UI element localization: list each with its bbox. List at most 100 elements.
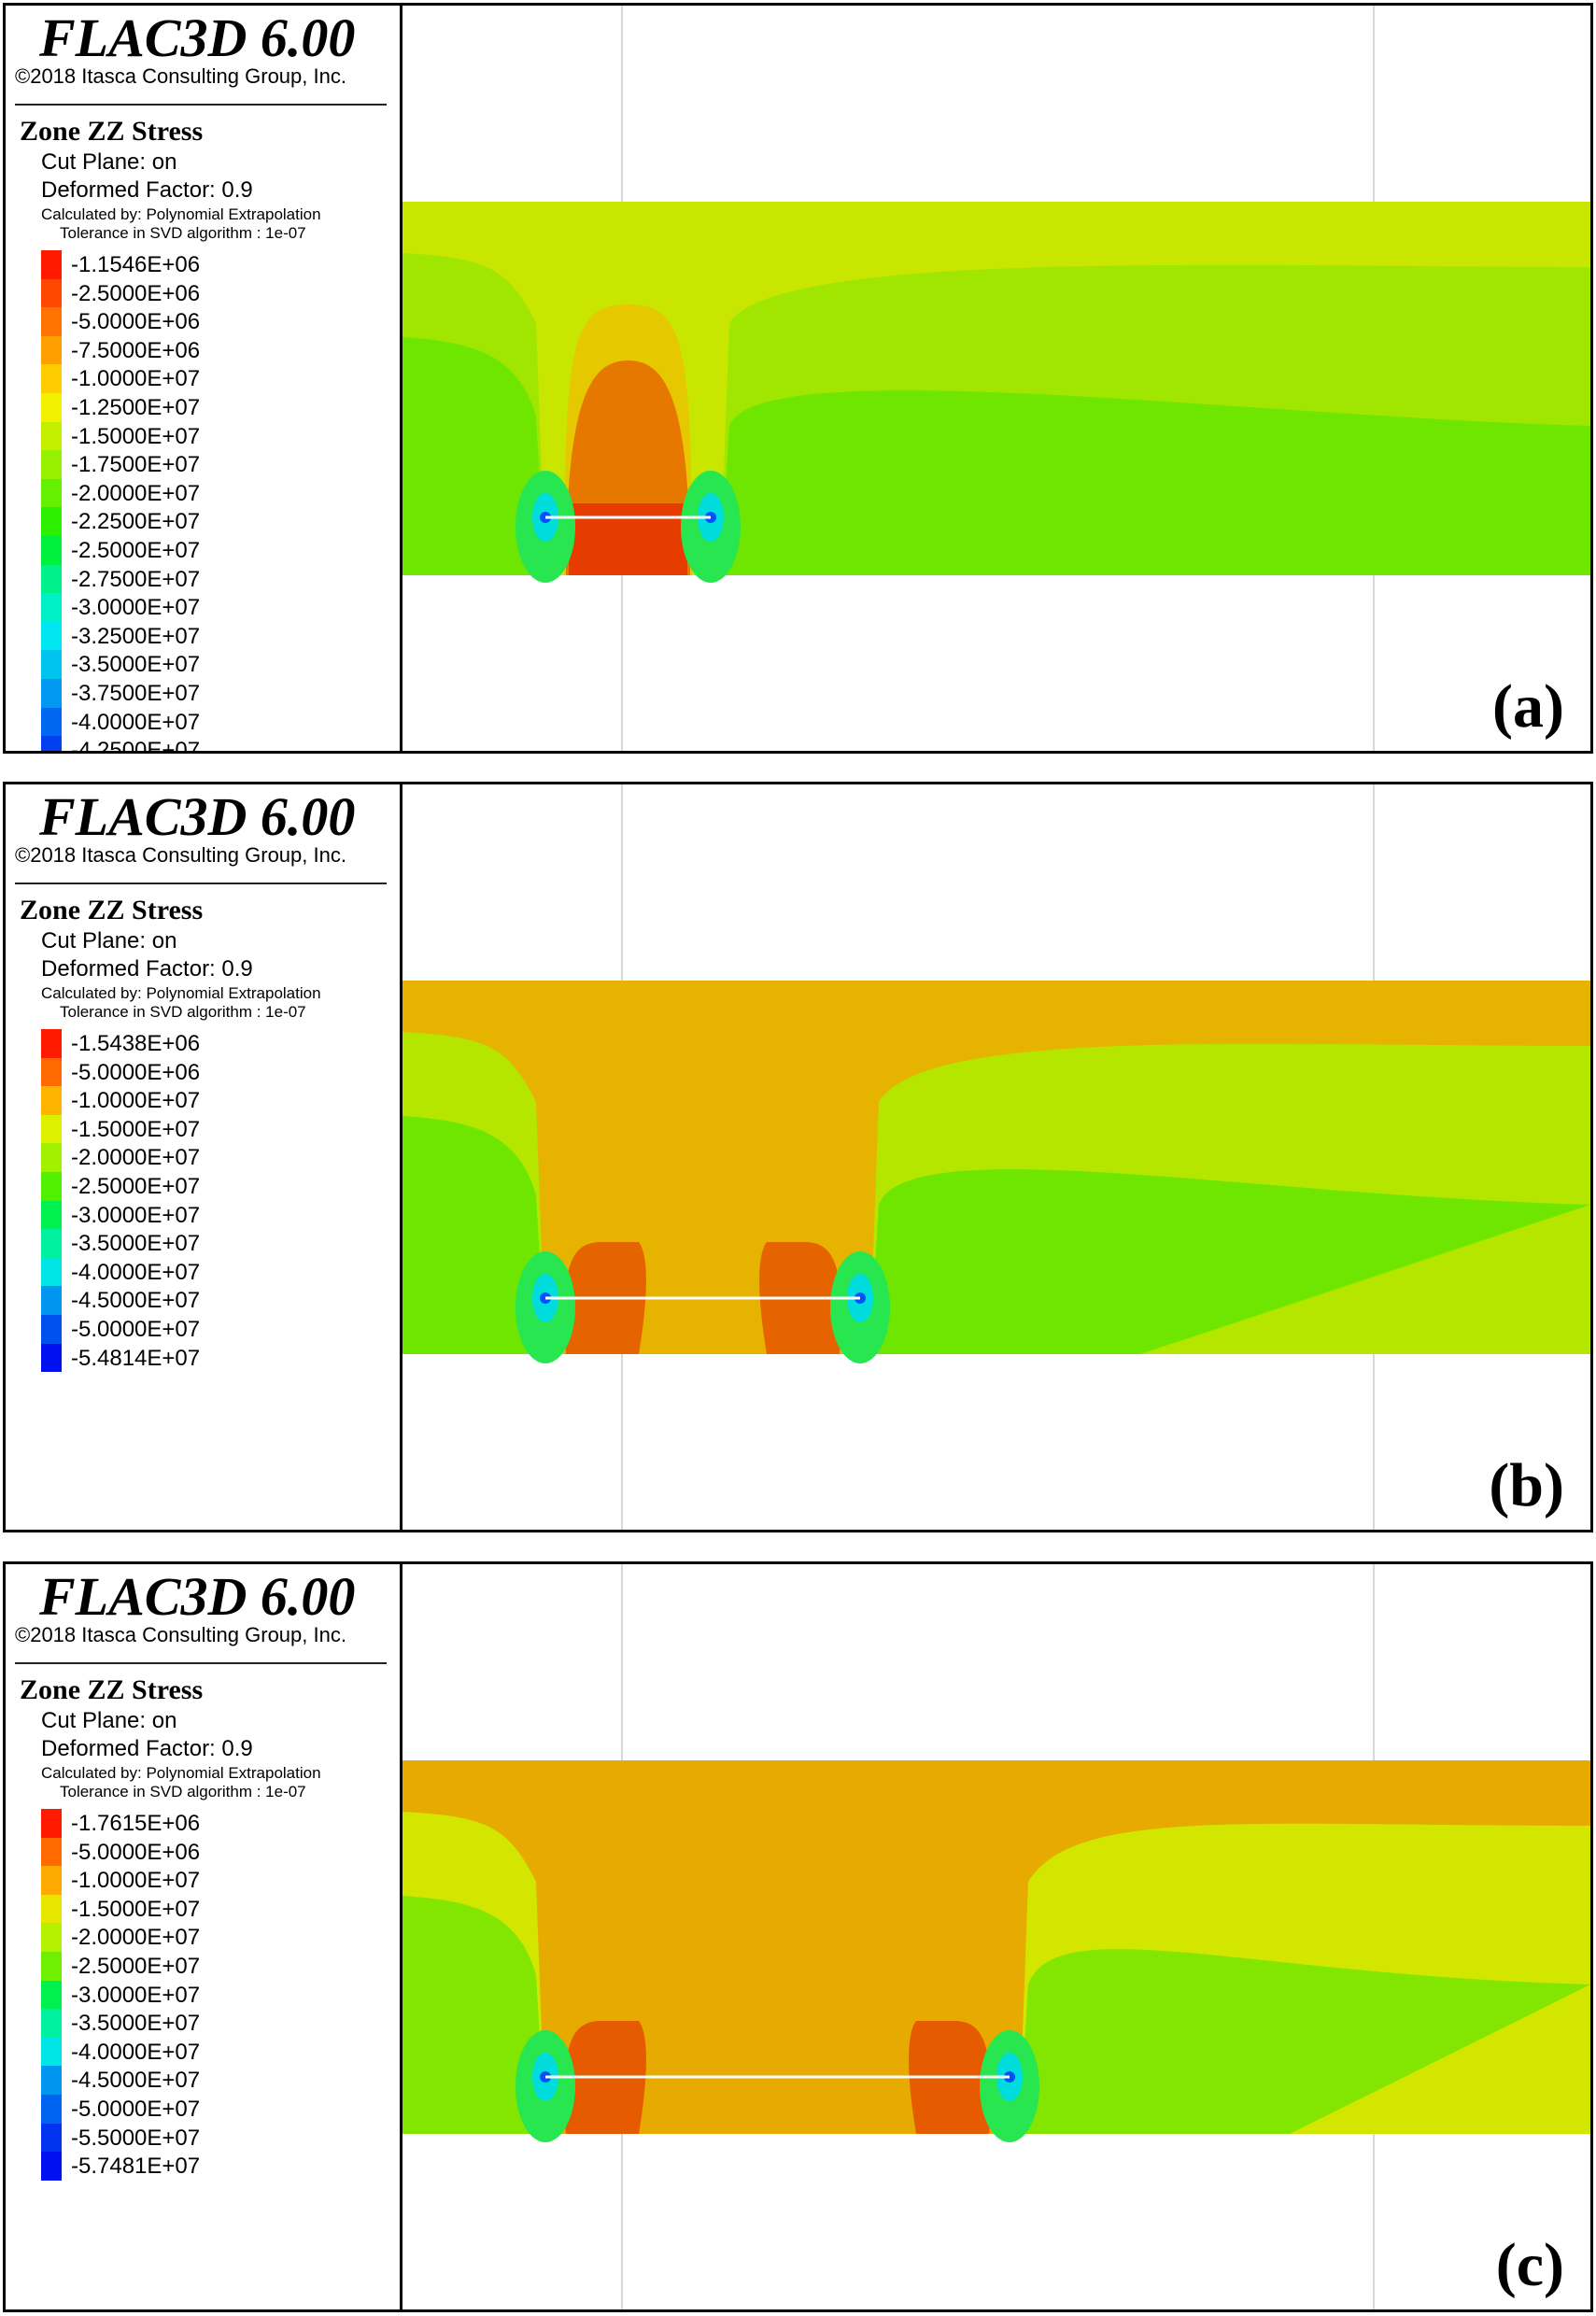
scale-label: -3.0000E+07 (71, 1982, 201, 2008)
scale-label: -1.7500E+07 (71, 452, 201, 478)
scale-label: -5.4814E+07 (71, 1345, 201, 1371)
scale-label: -1.5000E+07 (71, 1116, 201, 1142)
scale-swatch (41, 1029, 62, 1058)
scale-swatch (41, 621, 62, 651)
scale-swatch (41, 278, 62, 308)
panel-c: FLAC3D 6.00 ©2018 Itasca Consulting Grou… (3, 1561, 1593, 2312)
scale-swatch (41, 1314, 62, 1344)
scale-label: -2.5000E+06 (71, 280, 201, 306)
scale-label: -1.0000E+07 (71, 366, 201, 392)
scale-swatch (41, 250, 62, 279)
scale-swatch (41, 535, 62, 565)
tolerance-text: Tolerance in SVD algorithm : 1e-07 (60, 1003, 306, 1021)
scale-label: -4.0000E+07 (71, 2039, 201, 2065)
scale-swatch (41, 593, 62, 622)
scale-swatch (41, 564, 62, 594)
scale-swatch (41, 1229, 62, 1258)
legend-divider (15, 883, 387, 884)
deformed-factor-text: Deformed Factor: 0.9 (41, 177, 253, 203)
panel-label: (b) (1489, 1451, 1564, 1519)
scale-swatch (41, 1923, 62, 1952)
calculated-by-text: Calculated by: Polynomial Extrapolation (41, 1764, 321, 1782)
contour-view (403, 784, 1590, 1530)
scale-swatch (41, 678, 62, 708)
contour-view (403, 6, 1590, 751)
zone-center-inner (569, 503, 687, 575)
deformed-factor-text: Deformed Factor: 0.9 (41, 1736, 253, 1761)
cut-plane-text: Cut Plane: on (41, 928, 177, 953)
scale-label: -2.5000E+07 (71, 537, 201, 563)
scale-swatch (41, 2009, 62, 2038)
plot-title: Zone ZZ Stress (20, 116, 204, 147)
scale-label: -3.5000E+07 (71, 1231, 201, 1257)
scale-label: -2.0000E+07 (71, 1145, 201, 1171)
zone-right-lower (720, 390, 1590, 575)
scale-swatch (41, 392, 62, 422)
scale-swatch (41, 1200, 62, 1230)
scale-swatch (41, 307, 62, 336)
scale-label: -7.5000E+06 (71, 337, 201, 363)
scale-label: -4.5000E+07 (71, 2068, 201, 2094)
scale-swatch (41, 450, 62, 479)
legend: FLAC3D 6.00 ©2018 Itasca Consulting Grou… (6, 6, 403, 751)
scale-label: -1.5438E+06 (71, 1031, 201, 1056)
scale-swatch (41, 1809, 62, 1838)
panel-b: FLAC3D 6.00 ©2018 Itasca Consulting Grou… (3, 782, 1593, 1532)
scale-label: -2.5000E+07 (71, 1953, 201, 1979)
panel-a: FLAC3D 6.00 ©2018 Itasca Consulting Grou… (3, 3, 1593, 754)
scale-swatch (41, 1114, 62, 1144)
contour-view (403, 1564, 1590, 2309)
scale-swatch (41, 1171, 62, 1201)
app-title: FLAC3D 6.00 (39, 786, 356, 847)
scale-label: -2.5000E+07 (71, 1173, 201, 1199)
scale-label: -1.5000E+07 (71, 423, 201, 449)
panel-label: (c) (1495, 2231, 1564, 2299)
zone-left-lower (403, 1896, 545, 2134)
scale-label: -5.0000E+06 (71, 1059, 201, 1085)
scale-label: -2.0000E+07 (71, 480, 201, 506)
panel-label: (a) (1492, 672, 1564, 741)
tolerance-text: Tolerance in SVD algorithm : 1e-07 (60, 1783, 306, 1801)
scale-swatch (41, 2037, 62, 2067)
scale-label: -2.7500E+07 (71, 566, 201, 592)
contour-plot (403, 784, 1590, 1530)
scale-swatch (41, 2066, 62, 2095)
scale-label: -3.0000E+07 (71, 1202, 201, 1228)
scale-label: -5.7481E+07 (71, 2154, 201, 2180)
scale-swatch (41, 2123, 62, 2153)
copyright: ©2018 Itasca Consulting Group, Inc. (15, 64, 346, 88)
legend: FLAC3D 6.00 ©2018 Itasca Consulting Grou… (6, 1564, 403, 2309)
scale-label: -4.5000E+07 (71, 1288, 201, 1314)
contour-plot (403, 1564, 1590, 2309)
legend-divider (15, 104, 387, 106)
scale-swatch (41, 1057, 62, 1087)
scale-label: -1.1546E+06 (71, 252, 201, 277)
scale-label: -1.0000E+07 (71, 1868, 201, 1894)
app-title: FLAC3D 6.00 (39, 1566, 356, 1627)
app-title: FLAC3D 6.00 (39, 7, 356, 68)
zone-left-lower (403, 337, 545, 575)
legend-divider (15, 1662, 387, 1664)
legend: FLAC3D 6.00 ©2018 Itasca Consulting Grou… (6, 784, 403, 1530)
scale-swatch (41, 1257, 62, 1287)
scale-label: -1.2500E+07 (71, 394, 201, 420)
scale-label: -1.0000E+07 (71, 1088, 201, 1114)
scale-label: -3.5000E+07 (71, 652, 201, 678)
plot-title: Zone ZZ Stress (20, 1674, 204, 1705)
scale-label: -3.2500E+07 (71, 623, 201, 649)
scale-swatch (41, 1837, 62, 1867)
scale-swatch (41, 478, 62, 508)
scale-swatch (41, 2094, 62, 2124)
scale-swatch (41, 1086, 62, 1115)
scale-swatch (41, 1980, 62, 2010)
scale-label: -5.0000E+06 (71, 1839, 201, 1865)
cut-plane-text: Cut Plane: on (41, 149, 177, 175)
scale-label: -3.7500E+07 (71, 680, 201, 706)
scale-label: -5.0000E+06 (71, 309, 201, 335)
scale-label: -3.0000E+07 (71, 595, 201, 621)
zone-right-lower (869, 1169, 1590, 1354)
copyright: ©2018 Itasca Consulting Group, Inc. (15, 1623, 346, 1646)
contour-plot (403, 6, 1590, 751)
scale-label: -4.0000E+07 (71, 1259, 201, 1285)
tolerance-text: Tolerance in SVD algorithm : 1e-07 (60, 224, 306, 242)
